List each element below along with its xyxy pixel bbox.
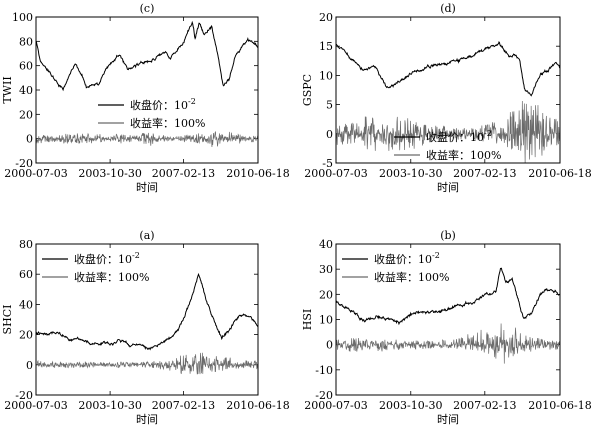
y-tick-label: -10 (315, 364, 333, 377)
x-tick-label: 2010-06-18 (226, 167, 289, 180)
legend: 收盘价：10-2 收益率：100% (42, 251, 149, 284)
x-axis-title: 时间 (136, 413, 158, 426)
y-tick-label: 0 (326, 339, 333, 352)
y-tick-label: 0 (326, 128, 333, 141)
legend-price-label: 收盘价：10-2 (130, 97, 196, 112)
y-tick-label: 40 (319, 238, 333, 251)
plot-area (36, 272, 258, 375)
panel-title: (d) (440, 2, 456, 15)
panel-c: (c) TWII -20 0 20 40 60 80 100 2000-07-03 2003-10-… (1, 2, 290, 194)
legend-price-label: 收盘价：10-2 (426, 129, 492, 144)
x-tick-label: 2003-10-30 (379, 399, 442, 412)
y-axis-label: GSPC (301, 74, 314, 106)
plot-area (36, 20, 258, 147)
legend-price-label: 收盘价：10-2 (374, 251, 440, 266)
y-axis-label: TWII (1, 76, 14, 103)
price-series (336, 267, 560, 326)
y-tick-label: 40 (19, 298, 33, 311)
panel-title: (b) (440, 229, 456, 242)
panel-a: (a) SHCI -20 0 20 40 60 80 2000-07-03 2003-10-30 2… (1, 229, 290, 426)
y-tick-label: 60 (19, 60, 33, 73)
axes-frame (35, 16, 259, 164)
panel-title: (a) (139, 229, 154, 242)
legend: 收盘价：10-2 收益率：100% (342, 251, 449, 284)
x-tick-label: 2003-10-30 (78, 167, 141, 180)
y-axis-label: HSI (301, 309, 314, 330)
x-tick-label: 2007-02-13 (453, 399, 516, 412)
x-tick-label: 2007-02-13 (152, 399, 215, 412)
x-tick-label: 2010-06-18 (528, 167, 591, 180)
return-series (336, 323, 560, 364)
legend-return-label: 收益率：100% (374, 270, 449, 284)
y-tick-label: 20 (319, 11, 333, 24)
x-tick-label: 2000-07-03 (304, 399, 367, 412)
y-tick-label: 100 (12, 11, 33, 24)
y-tick-label: 80 (19, 35, 33, 48)
x-tick-label: 2010-06-18 (528, 399, 591, 412)
y-tick-label: 10 (319, 314, 333, 327)
x-tick-label: 2000-07-03 (304, 167, 367, 180)
panel-b: (b) HSI -20 -10 0 10 20 30 40 2000-07-03 2003-10-3… (301, 229, 592, 426)
y-tick-label: -5 (322, 157, 333, 170)
x-tick-label: 2003-10-30 (78, 399, 141, 412)
legend-return-label: 收益率：100% (130, 116, 205, 130)
y-tick-label: 60 (19, 268, 33, 281)
y-tick-label: -20 (15, 157, 33, 170)
price-series (36, 20, 258, 92)
x-axis-title: 时间 (136, 181, 158, 194)
y-tick-label: 40 (19, 84, 33, 97)
x-tick-label: 2000-07-03 (4, 399, 67, 412)
axes-frame (335, 16, 561, 164)
panel-title: (c) (140, 2, 155, 15)
y-tick-label: -20 (15, 389, 33, 402)
y-tick-label: 30 (319, 263, 333, 276)
y-axis-label: SHCI (1, 305, 14, 335)
y-tick-label: 20 (19, 329, 33, 342)
legend-return-label: 收益率：100% (74, 270, 149, 284)
y-tick-label: 0 (26, 359, 33, 372)
legend: 收盘价：10-2 收益率：100% (98, 97, 205, 130)
x-tick-label: 2010-06-18 (226, 399, 289, 412)
x-axis-title: 时间 (437, 413, 459, 426)
return-series (36, 352, 258, 375)
plot-area (336, 40, 560, 163)
legend-return-label: 收益率：100% (426, 148, 501, 162)
price-series (36, 272, 258, 351)
axes-frame (335, 243, 561, 396)
x-tick-label: 2003-10-30 (379, 167, 442, 180)
y-tick-label: 80 (19, 238, 33, 251)
legend-price-label: 收盘价：10-2 (74, 251, 140, 266)
panel-d: (d) GSPC -5 0 5 10 15 20 2000-07-03 2003-10-30 200… (301, 2, 592, 194)
return-series (36, 131, 258, 147)
y-tick-label: 20 (319, 288, 333, 301)
y-tick-label: 15 (319, 40, 333, 53)
x-axis-title: 时间 (437, 181, 459, 194)
return-series (336, 100, 560, 163)
y-tick-label: 5 (326, 99, 333, 112)
y-tick-label: 0 (26, 133, 33, 146)
plot-area (336, 267, 560, 364)
y-tick-label: 10 (319, 69, 333, 82)
x-tick-label: 2007-02-13 (453, 167, 516, 180)
x-tick-label: 2007-02-13 (152, 167, 215, 180)
legend: 收盘价：10-2 收益率：100% (394, 129, 501, 162)
y-tick-label: 20 (19, 108, 33, 121)
price-series (336, 40, 560, 97)
y-tick-label: -20 (315, 389, 333, 402)
x-tick-label: 2000-07-03 (4, 167, 67, 180)
axes-frame (35, 243, 259, 396)
